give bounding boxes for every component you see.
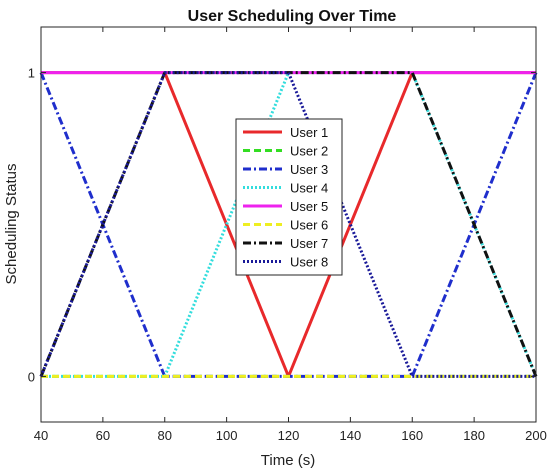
legend-label-user-7: User 7: [290, 236, 328, 251]
series-line-user-8: [39, 71, 536, 378]
legend-label-user-3: User 3: [290, 162, 328, 177]
x-tick-label: 40: [34, 428, 48, 443]
x-tick-label: 200: [525, 428, 547, 443]
x-tick-label: 160: [401, 428, 423, 443]
y-tick-label: 1: [28, 66, 35, 81]
x-tick-label: 120: [278, 428, 300, 443]
x-tick-label: 100: [216, 428, 238, 443]
x-tick-label: 140: [340, 428, 362, 443]
legend-label-user-2: User 2: [290, 144, 328, 159]
legend-label-user-8: User 8: [290, 255, 328, 270]
legend: User 1 User 2 User 3 User 4 User 5 User 6 User…: [235, 118, 343, 276]
legend-label-user-1: User 1: [290, 125, 328, 140]
legend-label-user-5: User 5: [290, 199, 328, 214]
x-axis-label: Time (s): [261, 452, 315, 469]
series-layer: [39, 71, 538, 378]
y-axis-label: Scheduling Status: [3, 164, 20, 285]
series-line-user-7: [39, 71, 538, 377]
legend-label-user-4: User 4: [290, 181, 328, 196]
y-tick-label: 0: [28, 369, 35, 384]
x-tick-label: 60: [96, 428, 110, 443]
chart-title: User Scheduling Over Time: [188, 8, 397, 25]
x-tick-label: 80: [158, 428, 172, 443]
legend-box: [235, 118, 343, 276]
tick-layer: 40 60 80 100 120 140 160 180 200 0 1: [28, 27, 547, 443]
legend-label-user-6: User 6: [290, 218, 328, 233]
x-tick-label: 180: [463, 428, 485, 443]
